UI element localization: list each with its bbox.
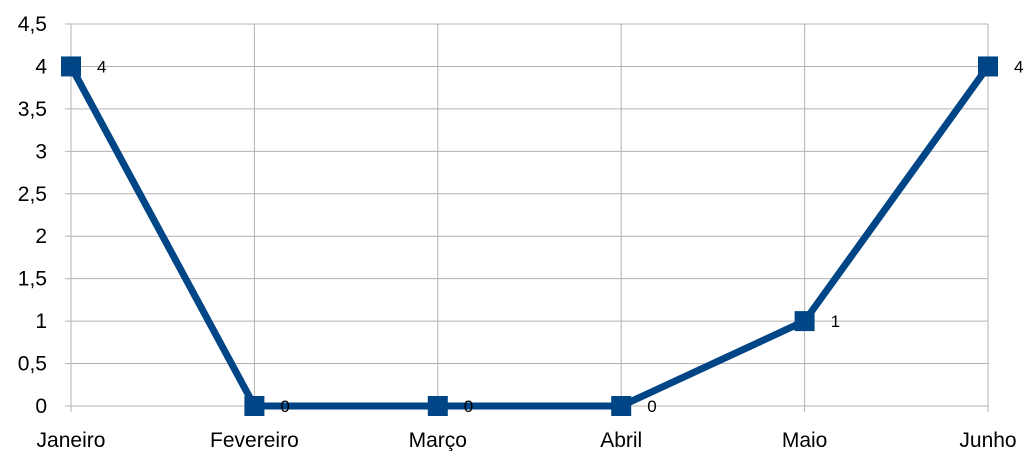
y-tick-label: 0,5 [18, 353, 47, 376]
y-tick-label: 0 [35, 395, 47, 418]
y-tick-label: 4,5 [18, 13, 47, 36]
data-label: 1 [831, 312, 840, 331]
data-point-marker [978, 56, 998, 77]
data-label: 4 [97, 57, 106, 76]
data-point-marker [427, 396, 448, 416]
data-label: 0 [647, 397, 656, 416]
data-label: 0 [464, 397, 473, 416]
y-tick-label: 4 [35, 55, 47, 78]
series-line [67, 64, 991, 410]
y-tick-label: 3,5 [18, 98, 47, 121]
y-axis-tick-labels: 0 0,5 1 1,5 2 2,5 3 3,5 4 4,5 [18, 13, 48, 418]
y-tick-label: 1,5 [18, 268, 47, 291]
x-tick-label: Janeiro [37, 429, 106, 451]
x-tick-label: Março [409, 429, 467, 451]
data-point-marker [61, 56, 81, 77]
axes [65, 23, 989, 412]
data-point-marker [794, 311, 815, 332]
data-label: 0 [280, 397, 289, 416]
series-markers [61, 56, 998, 416]
series-lines [67, 64, 991, 410]
x-tick-label: Junho [959, 429, 1016, 451]
x-tick-label: Maio [782, 429, 828, 451]
x-tick-label: Fevereiro [210, 429, 299, 451]
y-tick-label: 3 [35, 140, 47, 163]
x-tick-label: Abril [600, 429, 642, 451]
gridlines [71, 23, 989, 406]
y-tick-label: 1 [35, 310, 47, 333]
y-tick-label: 2 [35, 225, 47, 248]
data-point-marker [244, 396, 265, 416]
data-labels: 4 0 0 0 1 4 [97, 57, 1023, 416]
y-tick-label: 2,5 [18, 183, 47, 206]
data-label: 4 [1014, 57, 1023, 76]
x-axis-tick-labels: Janeiro Fevereiro Março Abril Maio Junho [37, 429, 1017, 451]
data-point-marker [611, 396, 632, 416]
